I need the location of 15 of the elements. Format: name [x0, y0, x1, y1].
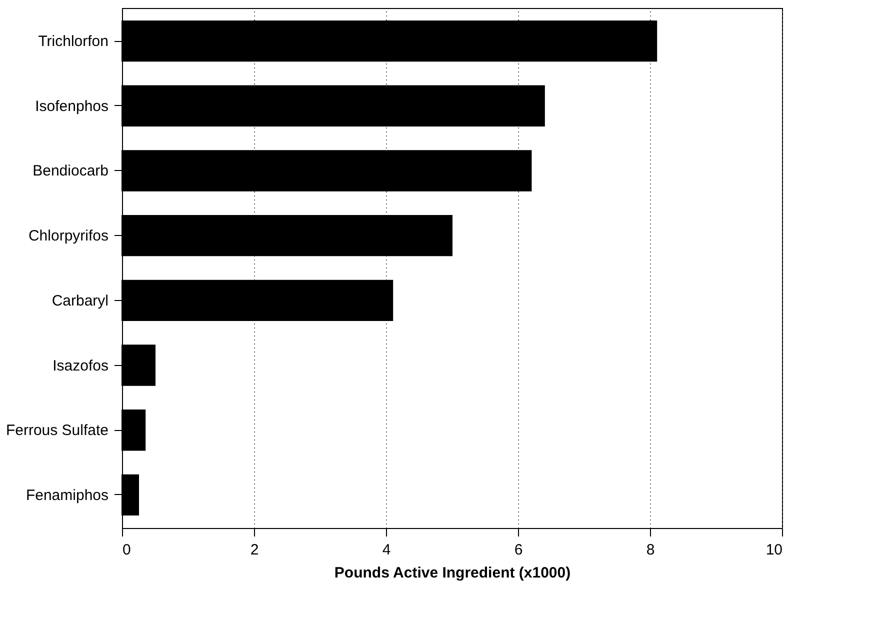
y-tick-label: Carbaryl — [52, 292, 108, 310]
y-tick-label: Isofenphos — [35, 98, 108, 115]
y-tick-label: Bendiocarb — [32, 162, 108, 180]
x-tick-label: 10 — [766, 542, 782, 558]
x-tick-label: 6 — [514, 542, 523, 558]
y-tick-label: Isazofos — [52, 357, 108, 374]
y-tick-label: Fenamiphos — [26, 486, 108, 504]
y-tick-label: Chlorpyrifos — [28, 228, 108, 245]
x-axis-title: Pounds Active Ingredient (x1000) — [334, 564, 571, 582]
x-tick-label: 2 — [250, 542, 259, 558]
y-tick-label: Ferrous Sulfate — [6, 422, 108, 440]
x-tick-label: 0 — [122, 542, 131, 558]
x-tick-label: 8 — [646, 542, 655, 558]
x-tick-label: 4 — [382, 542, 391, 558]
y-tick-label: Trichlorfon — [38, 33, 108, 50]
